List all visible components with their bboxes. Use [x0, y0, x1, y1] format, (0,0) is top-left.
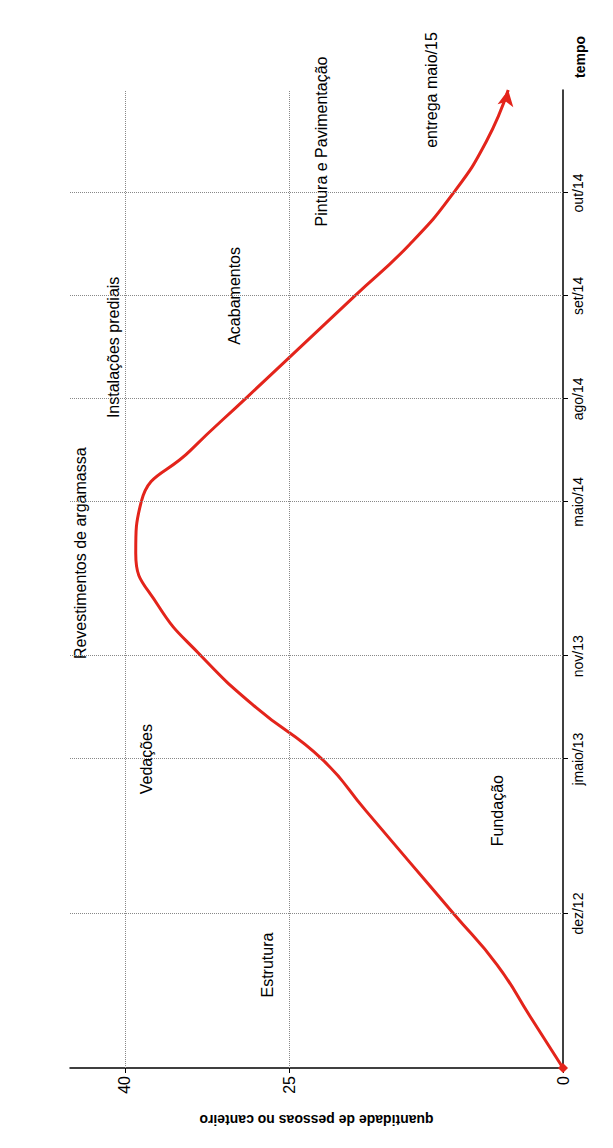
svg-text:nov/13: nov/13	[570, 635, 586, 677]
svg-text:ago/14: ago/14	[570, 377, 586, 420]
svg-text:entrega maio/15: entrega maio/15	[423, 32, 440, 148]
svg-text:Fundação: Fundação	[489, 775, 506, 846]
svg-text:dez/12: dez/12	[570, 892, 586, 934]
svg-text:Instalações prediais: Instalações prediais	[105, 277, 122, 418]
svg-text:Revestimentos de argamassa: Revestimentos de argamassa	[72, 447, 89, 659]
svg-text:tempo: tempo	[572, 36, 588, 78]
svg-text:Pintura e Pavimentação: Pintura e Pavimentação	[313, 56, 330, 226]
svg-text:40: 40	[116, 1076, 133, 1094]
svg-text:Vedações: Vedações	[138, 724, 155, 794]
svg-text:maio/14: maio/14	[570, 477, 586, 527]
svg-text:out/14: out/14	[570, 173, 586, 212]
svg-text:25: 25	[281, 1076, 298, 1094]
svg-text:Estrutura: Estrutura	[259, 932, 276, 997]
svg-text:jmaio/13: jmaio/13	[570, 732, 586, 786]
svg-text:Acabamentos: Acabamentos	[225, 247, 243, 345]
svg-text:quantidade de pessoas no cante: quantidade de pessoas no canteiro	[199, 1112, 433, 1128]
svg-text:0: 0	[555, 1076, 572, 1085]
svg-text:set/14: set/14	[570, 277, 586, 315]
